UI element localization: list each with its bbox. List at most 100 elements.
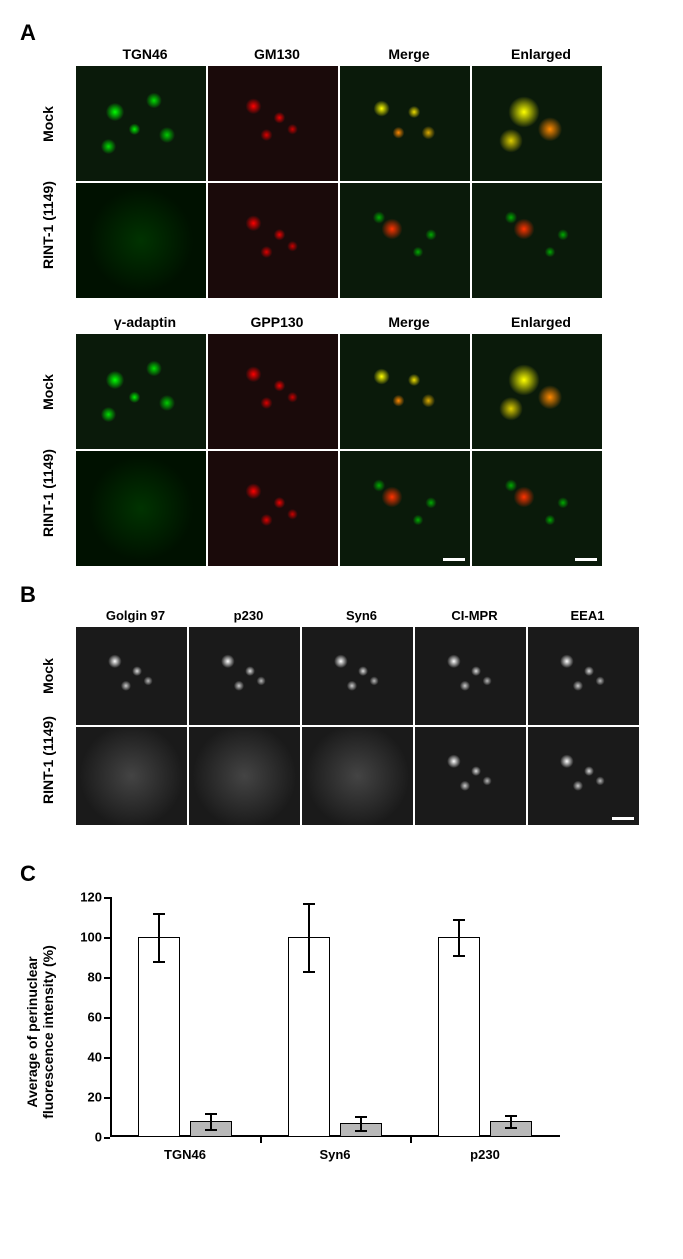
row-label: Mock <box>40 364 56 420</box>
panel-a-row-mock: Mock <box>20 66 663 181</box>
micrograph-enlarged2-rint <box>472 451 602 566</box>
col-header: Enlarged <box>476 46 606 62</box>
scale-bar <box>575 558 597 561</box>
y-tick-label: 80 <box>72 970 102 985</box>
micrograph-golgin97-mock <box>76 627 187 725</box>
error-cap <box>153 913 165 915</box>
col-header: GM130 <box>212 46 342 62</box>
col-header: Merge <box>344 46 474 62</box>
y-tick <box>104 1097 110 1099</box>
error-cap <box>205 1113 217 1115</box>
error-cap <box>153 961 165 963</box>
error-bar <box>360 1116 362 1130</box>
panel-a-label: A <box>20 20 663 46</box>
micrograph-cimpr-mock <box>415 627 526 725</box>
micrograph-eea1-mock <box>528 627 639 725</box>
error-cap <box>355 1130 367 1132</box>
micrograph-gm130-rint <box>208 183 338 298</box>
row-label: RINT-1 (1149) <box>40 748 56 804</box>
micrograph-merge-rint <box>340 183 470 298</box>
y-tick <box>104 1137 110 1139</box>
micrograph-merge2-rint <box>340 451 470 566</box>
micrograph-p230-mock <box>189 627 300 725</box>
y-tick-label: 20 <box>72 1090 102 1105</box>
x-tick <box>410 1137 412 1143</box>
y-tick <box>104 977 110 979</box>
bar-mock-tgn46 <box>138 937 180 1137</box>
panel-b-row-rint: RINT-1 (1149) <box>20 727 663 825</box>
micrograph-gm130-mock <box>208 66 338 181</box>
col-header: γ-adaptin <box>80 314 210 330</box>
col-header: Syn6 <box>306 608 417 623</box>
error-cap <box>453 955 465 957</box>
col-header: Enlarged <box>476 314 606 330</box>
y-tick <box>104 1057 110 1059</box>
row-label: RINT-1 (1149) <box>40 213 56 269</box>
x-tick-label: Syn6 <box>319 1147 350 1162</box>
y-tick-label: 60 <box>72 1010 102 1025</box>
micrograph-golgin97-rint <box>76 727 187 825</box>
micrograph-syn6-rint <box>302 727 413 825</box>
col-header: p230 <box>193 608 304 623</box>
panel-b: B Golgin 97 p230 Syn6 CI-MPR EEA1 Mock R… <box>20 582 663 825</box>
panel-a-block2-headers: γ-adaptin GPP130 Merge Enlarged <box>80 314 663 334</box>
panel-b-label: B <box>20 582 663 608</box>
y-tick <box>104 897 110 899</box>
panel-a-row2-mock: Mock <box>20 334 663 449</box>
y-tick <box>104 1017 110 1019</box>
y-tick-label: 0 <box>72 1130 102 1145</box>
scale-bar <box>443 558 465 561</box>
x-tick-label: TGN46 <box>164 1147 206 1162</box>
micrograph-tgn46-mock <box>76 66 206 181</box>
y-axis-label: Average of perinuclearfluorescence inten… <box>24 912 56 1152</box>
col-header: Golgin 97 <box>80 608 191 623</box>
bar-chart: Average of perinuclearfluorescence inten… <box>110 897 590 1167</box>
micrograph-p230-rint <box>189 727 300 825</box>
micrograph-tgn46-rint <box>76 183 206 298</box>
micrograph-eea1-rint <box>528 727 639 825</box>
bar-mock-p230 <box>438 937 480 1137</box>
micrograph-cimpr-rint <box>415 727 526 825</box>
y-tick-label: 120 <box>72 890 102 905</box>
panel-b-row-mock: Mock <box>20 627 663 725</box>
row-label: Mock <box>40 96 56 152</box>
panel-a-row2-rint: RINT-1 (1149) <box>20 451 663 566</box>
panel-a: A TGN46 GM130 Merge Enlarged Mock RINT-1… <box>20 20 663 566</box>
error-cap <box>303 903 315 905</box>
micrograph-enlarged2-mock <box>472 334 602 449</box>
panel-a-block1-headers: TGN46 GM130 Merge Enlarged <box>80 46 663 66</box>
error-cap <box>505 1127 517 1129</box>
x-tick <box>260 1137 262 1143</box>
panel-a-row-rint: RINT-1 (1149) <box>20 183 663 298</box>
y-tick <box>104 937 110 939</box>
row-label: Mock <box>40 648 56 704</box>
figure-root: A TGN46 GM130 Merge Enlarged Mock RINT-1… <box>20 20 663 1167</box>
row-label: RINT-1 (1149) <box>40 481 56 537</box>
error-bar <box>210 1113 212 1129</box>
col-header: Merge <box>344 314 474 330</box>
micrograph-gpp130-rint <box>208 451 338 566</box>
y-axis <box>110 897 112 1137</box>
panel-c: C Average of perinuclearfluorescence int… <box>20 861 663 1167</box>
error-cap <box>205 1129 217 1131</box>
error-cap <box>505 1115 517 1117</box>
micrograph-gadaptin-rint <box>76 451 206 566</box>
x-tick-label: p230 <box>470 1147 500 1162</box>
micrograph-gadaptin-mock <box>76 334 206 449</box>
error-bar <box>158 913 160 961</box>
col-header: EEA1 <box>532 608 643 623</box>
error-cap <box>453 919 465 921</box>
panel-b-headers: Golgin 97 p230 Syn6 CI-MPR EEA1 <box>80 608 663 627</box>
error-bar <box>308 903 310 971</box>
y-tick-label: 100 <box>72 930 102 945</box>
col-header: CI-MPR <box>419 608 530 623</box>
error-cap <box>355 1116 367 1118</box>
micrograph-enlarged-mock <box>472 66 602 181</box>
micrograph-enlarged-rint <box>472 183 602 298</box>
micrograph-merge-mock <box>340 66 470 181</box>
micrograph-merge2-mock <box>340 334 470 449</box>
error-bar <box>458 919 460 955</box>
panel-c-label: C <box>20 861 663 887</box>
y-tick-label: 40 <box>72 1050 102 1065</box>
col-header: TGN46 <box>80 46 210 62</box>
